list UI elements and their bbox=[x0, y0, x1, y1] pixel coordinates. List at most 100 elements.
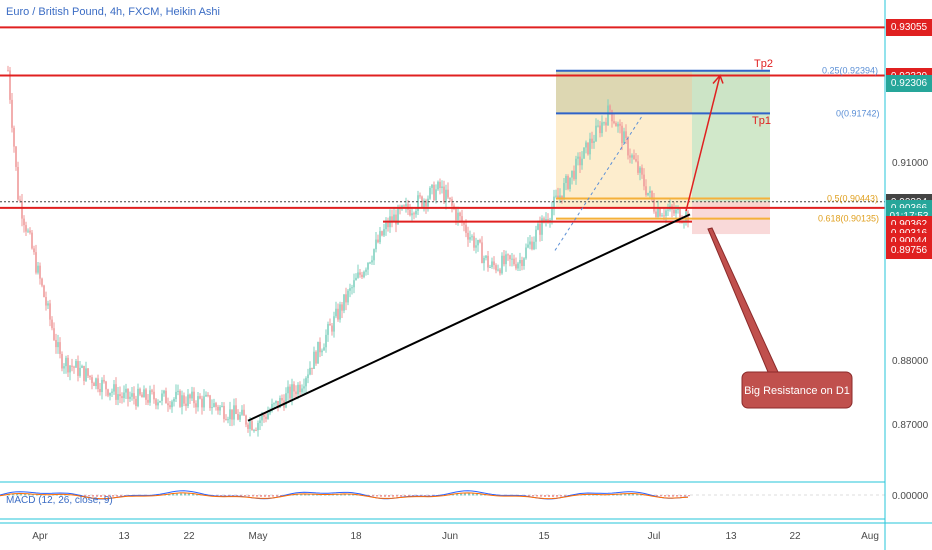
candle-body bbox=[271, 404, 273, 411]
candle-body bbox=[377, 239, 379, 243]
macd-histogram-bar bbox=[272, 495, 274, 497]
candle-body bbox=[515, 264, 517, 269]
candle-body bbox=[533, 241, 535, 250]
candle-body bbox=[451, 199, 453, 206]
macd-histogram-bar bbox=[372, 495, 374, 497]
candle-body bbox=[73, 366, 75, 368]
candle-body bbox=[367, 262, 369, 270]
candle-body bbox=[157, 402, 159, 406]
candle-body bbox=[223, 405, 225, 419]
candle-body bbox=[129, 396, 131, 399]
candle-body bbox=[351, 287, 353, 289]
candle-body bbox=[269, 410, 271, 414]
macd-histogram-bar bbox=[392, 495, 394, 497]
chart-title: Euro / British Pound, 4h, FXCM, Heikin A… bbox=[6, 6, 220, 18]
candle-body bbox=[307, 374, 309, 379]
candle-body bbox=[625, 131, 627, 139]
candle-body bbox=[645, 186, 647, 195]
candle-body bbox=[9, 70, 11, 100]
candle-body bbox=[487, 255, 489, 268]
candle-body bbox=[659, 208, 661, 217]
candle-body bbox=[349, 288, 351, 291]
candle-body bbox=[203, 396, 205, 408]
candle-body bbox=[665, 210, 667, 216]
candle-body bbox=[437, 181, 439, 190]
candle-body bbox=[483, 257, 485, 264]
macd-histogram-bar bbox=[96, 495, 98, 497]
candle-body bbox=[267, 413, 269, 419]
candle-body bbox=[21, 201, 23, 219]
macd-histogram-bar bbox=[460, 493, 462, 496]
macd-histogram-bar bbox=[188, 493, 190, 496]
fib-025-label: 0.25(0.92394) bbox=[822, 66, 878, 76]
candle-body bbox=[505, 254, 507, 265]
candle-body bbox=[55, 339, 57, 348]
candle-body bbox=[109, 392, 111, 396]
candle-body bbox=[477, 240, 479, 246]
macd-histogram-bar bbox=[412, 495, 414, 496]
macd-histogram-bar bbox=[620, 494, 622, 496]
candle-body bbox=[231, 409, 233, 420]
candle-body bbox=[15, 146, 17, 167]
candle-body bbox=[251, 421, 253, 431]
candle-body bbox=[77, 361, 79, 376]
candle-body bbox=[115, 384, 117, 400]
candle-body bbox=[327, 324, 329, 335]
candle-body bbox=[629, 155, 631, 158]
candle-body bbox=[555, 195, 557, 197]
candle-body bbox=[123, 392, 125, 399]
candle-body bbox=[149, 390, 151, 403]
macd-histogram-bar bbox=[264, 495, 266, 497]
macd-histogram-bar bbox=[8, 494, 10, 496]
macd-histogram-bar bbox=[400, 495, 402, 497]
candle-body bbox=[637, 161, 639, 173]
candle-body bbox=[7, 70, 9, 72]
candle-body bbox=[333, 316, 335, 332]
candle-body bbox=[397, 206, 399, 225]
tp2-label: Tp2 bbox=[754, 58, 773, 70]
macd-histogram-bar bbox=[16, 493, 18, 496]
candle-body bbox=[371, 260, 373, 263]
candle-body bbox=[191, 391, 193, 399]
candle-body bbox=[171, 401, 173, 408]
candle-body bbox=[413, 213, 415, 215]
macd-histogram-bar bbox=[340, 494, 342, 496]
candle-body bbox=[263, 414, 265, 417]
candle-body bbox=[301, 388, 303, 393]
macd-histogram-bar bbox=[276, 495, 278, 497]
candle-body bbox=[61, 353, 63, 369]
candle-body bbox=[293, 384, 295, 392]
candle-body bbox=[237, 414, 239, 420]
candle-body bbox=[657, 208, 659, 217]
candle-body bbox=[591, 138, 593, 144]
candle-body bbox=[369, 262, 371, 264]
candle-body bbox=[81, 365, 83, 368]
price-tag: 0.92306 bbox=[886, 75, 932, 92]
candle-body bbox=[93, 383, 95, 387]
candle-body bbox=[259, 420, 261, 423]
candle-body bbox=[323, 347, 325, 351]
macd-histogram-bar bbox=[220, 495, 222, 496]
candle-body bbox=[359, 272, 361, 275]
x-tick-label: Apr bbox=[32, 531, 48, 542]
candle-body bbox=[643, 174, 645, 187]
candle-body bbox=[525, 247, 527, 259]
candle-body bbox=[315, 351, 317, 364]
macd-histogram-bar bbox=[452, 494, 454, 496]
candle-body bbox=[649, 190, 651, 193]
candle-body bbox=[341, 304, 343, 311]
candle-body bbox=[615, 123, 617, 127]
candle-body bbox=[585, 142, 587, 148]
macd-histogram-bar bbox=[108, 495, 110, 497]
candle-body bbox=[313, 351, 315, 369]
macd-histogram-bar bbox=[312, 494, 314, 496]
candle-body bbox=[565, 176, 567, 183]
candle-body bbox=[11, 99, 13, 128]
candle-body bbox=[345, 294, 347, 303]
candle-body bbox=[589, 138, 591, 155]
candle-body bbox=[59, 342, 61, 354]
macd-histogram-bar bbox=[540, 495, 542, 497]
candle-body bbox=[221, 405, 223, 407]
candle-body bbox=[491, 261, 493, 268]
candle-body bbox=[543, 218, 545, 222]
